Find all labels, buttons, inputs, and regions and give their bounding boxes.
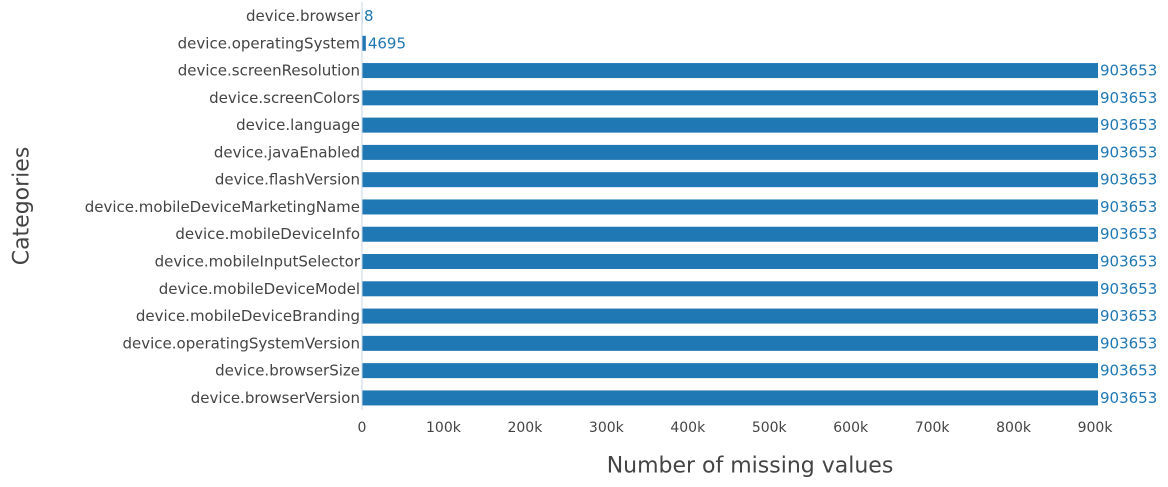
x-tick-label: 600k bbox=[833, 420, 869, 436]
category-label: device.mobileDeviceModel bbox=[159, 280, 360, 298]
value-label: 903653 bbox=[1100, 225, 1157, 243]
category-label: device.mobileDeviceMarketingName bbox=[85, 198, 360, 216]
bar bbox=[362, 281, 1098, 297]
bar bbox=[362, 390, 1098, 406]
bar bbox=[362, 335, 1098, 351]
category-labels: device.browser device.operatingSystem devi… bbox=[85, 7, 361, 407]
value-label: 903653 bbox=[1100, 253, 1157, 271]
x-tick-label: 800k bbox=[996, 420, 1032, 436]
bar bbox=[362, 254, 1098, 270]
value-label: 903653 bbox=[1100, 62, 1157, 80]
value-label: 903653 bbox=[1100, 116, 1157, 134]
value-label: 4695 bbox=[368, 34, 406, 52]
bar bbox=[362, 144, 1098, 160]
category-label: device.screenColors bbox=[209, 89, 360, 107]
x-tick-label: 500k bbox=[752, 420, 788, 436]
bars-layer bbox=[362, 8, 1098, 406]
value-label: 8 bbox=[364, 7, 374, 25]
bar bbox=[362, 117, 1098, 133]
category-label: device.browserVersion bbox=[191, 389, 360, 407]
value-label: 903653 bbox=[1100, 280, 1157, 298]
value-label: 903653 bbox=[1100, 89, 1157, 107]
category-label: device.mobileDeviceInfo bbox=[175, 225, 360, 243]
bar bbox=[362, 172, 1098, 188]
value-label: 903653 bbox=[1100, 389, 1157, 407]
x-tick-label: 300k bbox=[589, 420, 625, 436]
y-axis-title: Categories bbox=[10, 147, 35, 266]
bar bbox=[362, 63, 1098, 79]
category-label: device.operatingSystem bbox=[178, 34, 360, 52]
x-axis-ticks: 0 100k 200k 300k 400k 500k 600k 700k 800k 900k bbox=[358, 420, 1114, 436]
category-label: device.browserSize bbox=[215, 362, 360, 380]
x-tick-label: 400k bbox=[670, 420, 706, 436]
x-tick-label: 0 bbox=[358, 420, 367, 436]
bar bbox=[362, 226, 1098, 242]
bar bbox=[362, 308, 1098, 324]
x-tick-label: 200k bbox=[507, 420, 543, 436]
value-label: 903653 bbox=[1100, 307, 1157, 325]
value-label: 903653 bbox=[1100, 198, 1157, 216]
x-tick-label: 900k bbox=[1078, 420, 1114, 436]
value-label: 903653 bbox=[1100, 362, 1157, 380]
category-label: device.browser bbox=[246, 7, 361, 25]
x-tick-label: 100k bbox=[426, 420, 462, 436]
category-label: device.language bbox=[236, 116, 360, 134]
category-label: device.mobileDeviceBranding bbox=[136, 307, 360, 325]
value-label: 903653 bbox=[1100, 171, 1157, 189]
value-labels: 8 4695 903653 903653 903653 903653 903653 90365… bbox=[364, 7, 1157, 407]
category-label: device.screenResolution bbox=[178, 62, 360, 80]
value-label: 903653 bbox=[1100, 334, 1157, 352]
category-label: device.javaEnabled bbox=[214, 143, 360, 161]
category-label: device.operatingSystemVersion bbox=[123, 334, 361, 352]
category-label: device.mobileInputSelector bbox=[155, 253, 361, 271]
category-label: device.flashVersion bbox=[215, 171, 360, 189]
bar bbox=[362, 199, 1098, 215]
bar bbox=[362, 35, 366, 51]
x-axis-title: Number of missing values bbox=[607, 454, 894, 479]
bar bbox=[362, 90, 1098, 106]
bar bbox=[362, 363, 1098, 379]
x-tick-label: 700k bbox=[915, 420, 951, 436]
value-label: 903653 bbox=[1100, 143, 1157, 161]
